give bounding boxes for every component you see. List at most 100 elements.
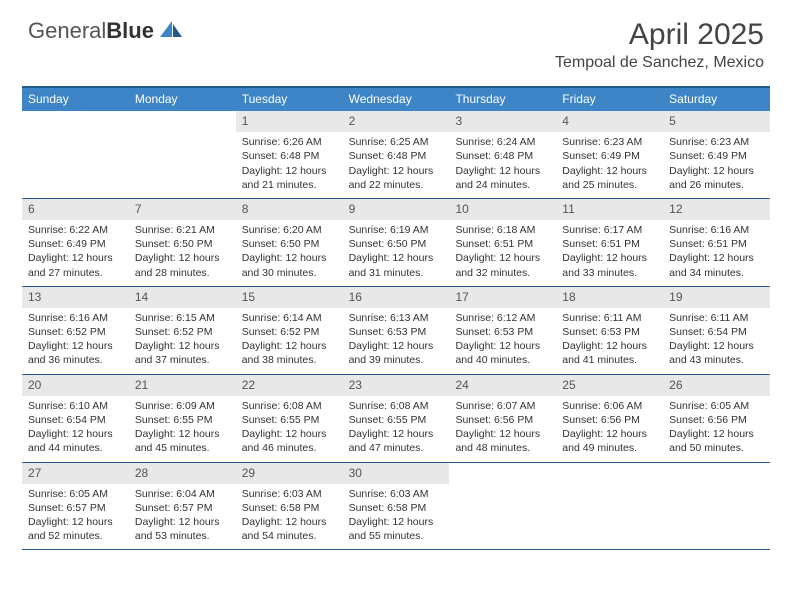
day-number: 8 (236, 199, 343, 220)
sunset-line: Sunset: 6:58 PM (242, 501, 337, 515)
day-cell: 23Sunrise: 6:08 AMSunset: 6:55 PMDayligh… (343, 375, 450, 462)
daylight-line: Daylight: 12 hours and 32 minutes. (455, 251, 550, 279)
daylight-line: Daylight: 12 hours and 24 minutes. (455, 164, 550, 192)
sunrise-line: Sunrise: 6:07 AM (455, 399, 550, 413)
sunset-line: Sunset: 6:48 PM (455, 149, 550, 163)
sunset-line: Sunset: 6:55 PM (349, 413, 444, 427)
day-cell: 19Sunrise: 6:11 AMSunset: 6:54 PMDayligh… (663, 287, 770, 374)
day-body: Sunrise: 6:22 AMSunset: 6:49 PMDaylight:… (22, 220, 129, 286)
daylight-line: Daylight: 12 hours and 34 minutes. (669, 251, 764, 279)
day-body: Sunrise: 6:09 AMSunset: 6:55 PMDaylight:… (129, 396, 236, 462)
daylight-line: Daylight: 12 hours and 47 minutes. (349, 427, 444, 455)
daylight-line: Daylight: 12 hours and 45 minutes. (135, 427, 230, 455)
sunrise-line: Sunrise: 6:05 AM (669, 399, 764, 413)
day-number: 7 (129, 199, 236, 220)
week-row: 27Sunrise: 6:05 AMSunset: 6:57 PMDayligh… (22, 463, 770, 551)
sunrise-line: Sunrise: 6:10 AM (28, 399, 123, 413)
day-number: 29 (236, 463, 343, 484)
daylight-line: Daylight: 12 hours and 33 minutes. (562, 251, 657, 279)
sunset-line: Sunset: 6:51 PM (669, 237, 764, 251)
day-body: Sunrise: 6:08 AMSunset: 6:55 PMDaylight:… (236, 396, 343, 462)
day-body: Sunrise: 6:03 AMSunset: 6:58 PMDaylight:… (236, 484, 343, 550)
day-number: 2 (343, 111, 450, 132)
sunset-line: Sunset: 6:48 PM (349, 149, 444, 163)
day-cell: 5Sunrise: 6:23 AMSunset: 6:49 PMDaylight… (663, 111, 770, 198)
week-row: 6Sunrise: 6:22 AMSunset: 6:49 PMDaylight… (22, 199, 770, 287)
day-cell: . (22, 111, 129, 198)
day-cell: 30Sunrise: 6:03 AMSunset: 6:58 PMDayligh… (343, 463, 450, 550)
day-body: Sunrise: 6:12 AMSunset: 6:53 PMDaylight:… (449, 308, 556, 374)
day-cell: . (129, 111, 236, 198)
day-number: 14 (129, 287, 236, 308)
calendar: SundayMondayTuesdayWednesdayThursdayFrid… (22, 86, 770, 550)
sunset-line: Sunset: 6:49 PM (28, 237, 123, 251)
day-body: Sunrise: 6:08 AMSunset: 6:55 PMDaylight:… (343, 396, 450, 462)
sunset-line: Sunset: 6:48 PM (242, 149, 337, 163)
sunrise-line: Sunrise: 6:11 AM (669, 311, 764, 325)
day-body: Sunrise: 6:16 AMSunset: 6:51 PMDaylight:… (663, 220, 770, 286)
day-cell: 29Sunrise: 6:03 AMSunset: 6:58 PMDayligh… (236, 463, 343, 550)
day-cell: 20Sunrise: 6:10 AMSunset: 6:54 PMDayligh… (22, 375, 129, 462)
sunrise-line: Sunrise: 6:05 AM (28, 487, 123, 501)
day-cell: 14Sunrise: 6:15 AMSunset: 6:52 PMDayligh… (129, 287, 236, 374)
day-body: Sunrise: 6:03 AMSunset: 6:58 PMDaylight:… (343, 484, 450, 550)
daylight-line: Daylight: 12 hours and 39 minutes. (349, 339, 444, 367)
day-number: 23 (343, 375, 450, 396)
sunrise-line: Sunrise: 6:17 AM (562, 223, 657, 237)
month-title: April 2025 (555, 18, 764, 52)
daylight-line: Daylight: 12 hours and 43 minutes. (669, 339, 764, 367)
daylight-line: Daylight: 12 hours and 38 minutes. (242, 339, 337, 367)
day-number: 1 (236, 111, 343, 132)
sunset-line: Sunset: 6:51 PM (562, 237, 657, 251)
weekday-header: Sunday (22, 88, 129, 111)
daylight-line: Daylight: 12 hours and 37 minutes. (135, 339, 230, 367)
sunset-line: Sunset: 6:57 PM (28, 501, 123, 515)
daylight-line: Daylight: 12 hours and 55 minutes. (349, 515, 444, 543)
sunset-line: Sunset: 6:53 PM (349, 325, 444, 339)
sunrise-line: Sunrise: 6:26 AM (242, 135, 337, 149)
day-body: Sunrise: 6:15 AMSunset: 6:52 PMDaylight:… (129, 308, 236, 374)
daylight-line: Daylight: 12 hours and 26 minutes. (669, 164, 764, 192)
day-cell: 27Sunrise: 6:05 AMSunset: 6:57 PMDayligh… (22, 463, 129, 550)
day-number: 17 (449, 287, 556, 308)
sunset-line: Sunset: 6:50 PM (349, 237, 444, 251)
day-number: 6 (22, 199, 129, 220)
daylight-line: Daylight: 12 hours and 21 minutes. (242, 164, 337, 192)
sunrise-line: Sunrise: 6:08 AM (349, 399, 444, 413)
sunset-line: Sunset: 6:55 PM (135, 413, 230, 427)
daylight-line: Daylight: 12 hours and 49 minutes. (562, 427, 657, 455)
logo-text-1: General (28, 18, 106, 43)
week-row: 13Sunrise: 6:16 AMSunset: 6:52 PMDayligh… (22, 287, 770, 375)
daylight-line: Daylight: 12 hours and 27 minutes. (28, 251, 123, 279)
day-body: Sunrise: 6:19 AMSunset: 6:50 PMDaylight:… (343, 220, 450, 286)
day-body: Sunrise: 6:05 AMSunset: 6:56 PMDaylight:… (663, 396, 770, 462)
day-number: 30 (343, 463, 450, 484)
daylight-line: Daylight: 12 hours and 31 minutes. (349, 251, 444, 279)
daylight-line: Daylight: 12 hours and 44 minutes. (28, 427, 123, 455)
sunrise-line: Sunrise: 6:08 AM (242, 399, 337, 413)
daylight-line: Daylight: 12 hours and 50 minutes. (669, 427, 764, 455)
daylight-line: Daylight: 12 hours and 53 minutes. (135, 515, 230, 543)
day-cell: 2Sunrise: 6:25 AMSunset: 6:48 PMDaylight… (343, 111, 450, 198)
weekday-header: Monday (129, 88, 236, 111)
weekday-header: Friday (556, 88, 663, 111)
day-body: Sunrise: 6:26 AMSunset: 6:48 PMDaylight:… (236, 132, 343, 198)
day-body: Sunrise: 6:17 AMSunset: 6:51 PMDaylight:… (556, 220, 663, 286)
day-body: Sunrise: 6:10 AMSunset: 6:54 PMDaylight:… (22, 396, 129, 462)
sunset-line: Sunset: 6:49 PM (562, 149, 657, 163)
day-number: 18 (556, 287, 663, 308)
day-cell: 7Sunrise: 6:21 AMSunset: 6:50 PMDaylight… (129, 199, 236, 286)
daylight-line: Daylight: 12 hours and 46 minutes. (242, 427, 337, 455)
weekday-header-row: SundayMondayTuesdayWednesdayThursdayFrid… (22, 88, 770, 111)
daylight-line: Daylight: 12 hours and 48 minutes. (455, 427, 550, 455)
day-body: Sunrise: 6:23 AMSunset: 6:49 PMDaylight:… (556, 132, 663, 198)
day-body: Sunrise: 6:24 AMSunset: 6:48 PMDaylight:… (449, 132, 556, 198)
daylight-line: Daylight: 12 hours and 41 minutes. (562, 339, 657, 367)
sunrise-line: Sunrise: 6:14 AM (242, 311, 337, 325)
sunrise-line: Sunrise: 6:03 AM (242, 487, 337, 501)
logo-text: GeneralBlue (28, 18, 154, 44)
day-number: 22 (236, 375, 343, 396)
day-cell: 25Sunrise: 6:06 AMSunset: 6:56 PMDayligh… (556, 375, 663, 462)
day-number: 3 (449, 111, 556, 132)
day-number: 16 (343, 287, 450, 308)
